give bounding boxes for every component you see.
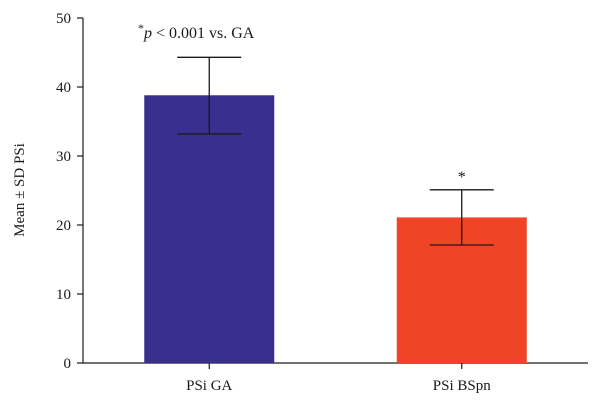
- x-ticks: PSi GA PSi BSpn: [186, 363, 491, 394]
- bars: [144, 95, 527, 363]
- y-tick-label: 10: [56, 287, 71, 303]
- bar: [144, 95, 275, 363]
- x-tick-label: PSi BSpn: [433, 378, 491, 394]
- annotation-star: *: [138, 21, 144, 35]
- bar-markers: *: [458, 169, 466, 186]
- y-ticks: 0 10 20 30 40 50: [56, 11, 83, 372]
- y-axis-label: Mean ± SD PSi: [12, 143, 28, 237]
- annotation-text: < 0.001 vs. GA: [152, 25, 255, 42]
- y-tick-label: 50: [56, 11, 71, 27]
- annotation-p: p: [143, 25, 152, 42]
- significance-marker: *: [458, 169, 466, 186]
- y-tick-label: 0: [64, 356, 72, 372]
- y-tick-label: 40: [56, 80, 71, 96]
- x-tick-label: PSi GA: [186, 378, 232, 394]
- error-bars: [177, 56, 494, 246]
- y-tick-label: 20: [56, 218, 71, 234]
- y-tick-label: 30: [56, 149, 71, 165]
- significance-annotation: *p < 0.001 vs. GA: [138, 21, 255, 42]
